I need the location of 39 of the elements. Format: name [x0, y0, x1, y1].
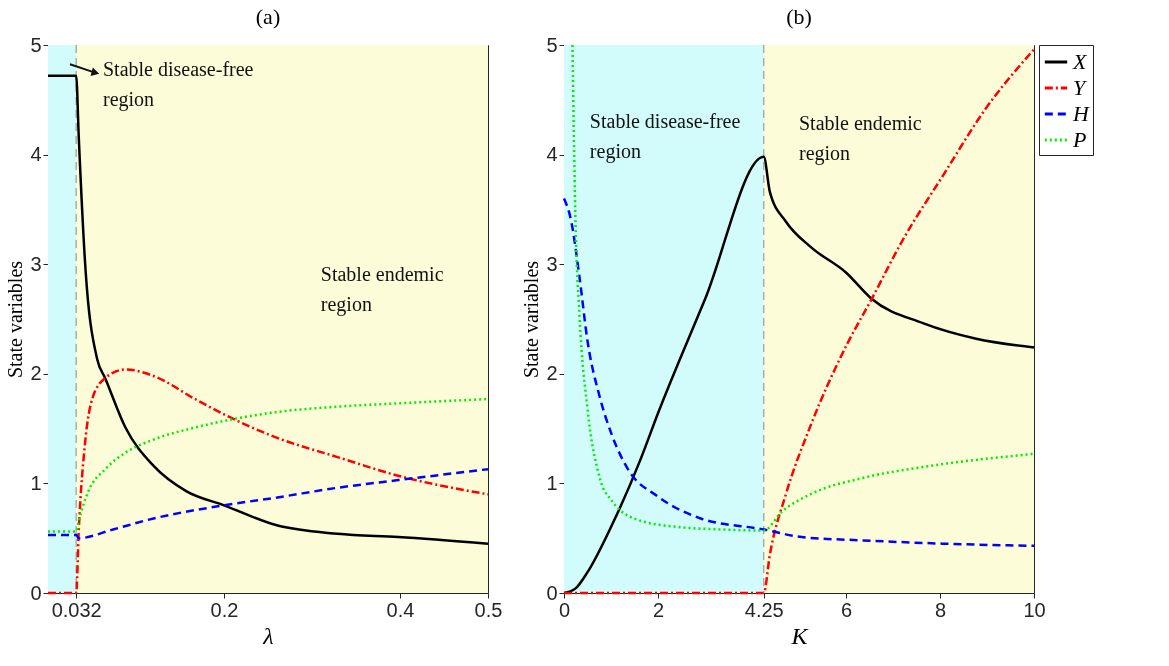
chart-title: (a) — [255, 4, 281, 29]
y-tick-label: 4 — [546, 143, 558, 166]
y-axis-title: State variables — [520, 260, 543, 379]
legend-label: P — [1072, 127, 1087, 152]
x-tick-label: 0.5 — [474, 598, 503, 621]
annotation: Stable endemic region — [320, 263, 444, 317]
x-tick-label: 2 — [652, 598, 665, 621]
legend-label: X — [1072, 49, 1088, 74]
y-axis-title: State variables — [4, 260, 27, 379]
y-tick-label: 0 — [546, 581, 558, 604]
x-tick-label: 0.032 — [51, 598, 102, 621]
x-tick-label: 6 — [840, 598, 853, 621]
y-tick-label: 2 — [30, 362, 42, 385]
annotation: Stable disease-free region — [589, 109, 741, 163]
y-tick-label: 5 — [546, 33, 558, 56]
x-tick-label: 0.4 — [386, 598, 415, 621]
y-tick-label: 0 — [30, 581, 42, 604]
line-series — [46, 368, 490, 595]
legend-label: H — [1072, 101, 1090, 126]
x-axis-title: K — [790, 622, 810, 649]
y-tick-label: 1 — [30, 471, 42, 494]
x-axis-title: λ — [262, 622, 274, 649]
y-tick-label: 4 — [30, 143, 42, 166]
x-tick-label: 8 — [934, 598, 947, 621]
x-tick-label: 4.25 — [744, 598, 784, 621]
y-tick-label: 3 — [30, 252, 42, 275]
y-tick-label: 2 — [546, 362, 558, 385]
y-tick-label: 1 — [546, 471, 558, 494]
annotation: Stable disease-free region — [103, 57, 254, 111]
line-series — [562, 197, 1036, 548]
legend-label: Y — [1073, 75, 1088, 100]
y-tick-label: 3 — [546, 252, 558, 275]
chart-title: (b) — [786, 4, 812, 29]
y-tick-label: 5 — [30, 33, 42, 56]
x-tick-label: 0.2 — [210, 598, 239, 621]
line-series — [46, 74, 490, 545]
annotation: Stable endemic region — [799, 112, 922, 166]
line-series — [46, 467, 490, 540]
x-tick-label: 10 — [1023, 598, 1046, 621]
